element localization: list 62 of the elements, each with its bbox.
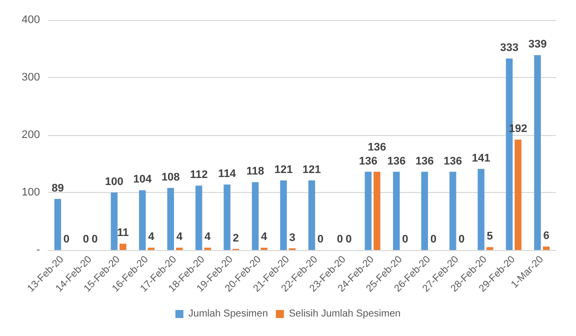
data-label: 112 xyxy=(190,169,208,182)
data-label: 121 xyxy=(274,164,293,176)
data-label: 0 xyxy=(458,234,465,246)
data-label: 89 xyxy=(52,182,64,194)
data-label: 4 xyxy=(148,231,156,244)
bar xyxy=(110,192,118,250)
data-label: 0 xyxy=(82,234,90,246)
data-label: 136 xyxy=(387,155,406,168)
data-label: 121 xyxy=(302,164,321,176)
bar xyxy=(224,184,230,250)
y-tick-label: 100 xyxy=(22,186,40,198)
data-label: 114 xyxy=(218,168,237,180)
data-label: 118 xyxy=(246,166,264,178)
y-tick-label: 300 xyxy=(22,72,40,84)
y-tick-label: 400 xyxy=(22,14,40,26)
data-label: 0 xyxy=(430,234,436,246)
bar xyxy=(534,55,541,250)
data-label: 333 xyxy=(500,42,518,54)
bar xyxy=(478,168,484,250)
bar xyxy=(139,190,146,250)
data-label: 0 xyxy=(63,234,70,246)
bar xyxy=(542,246,550,250)
data-label: 108 xyxy=(161,171,180,184)
bar xyxy=(393,172,400,250)
data-label: 6 xyxy=(543,230,550,242)
bar xyxy=(514,140,522,250)
data-label: 2 xyxy=(232,232,239,244)
data-label: 11 xyxy=(117,227,129,240)
data-label: 136 xyxy=(415,155,434,168)
data-label: 100 xyxy=(104,176,124,188)
legend-label: Selisih Jumlah Spesimen xyxy=(288,308,401,320)
bar xyxy=(449,172,456,250)
data-label: 141 xyxy=(472,152,490,164)
data-label: 136 xyxy=(358,155,378,168)
y-tick-label: 200 xyxy=(22,129,40,141)
data-label: 136 xyxy=(444,155,462,168)
data-label: 0 xyxy=(317,234,324,246)
data-label: 136 xyxy=(368,141,386,154)
data-label: 104 xyxy=(133,174,152,186)
data-label: 0 xyxy=(346,234,352,246)
bar xyxy=(374,172,380,250)
data-label: 0 xyxy=(402,234,408,246)
data-label: 5 xyxy=(486,230,493,243)
data-label: 3 xyxy=(289,232,296,244)
bar xyxy=(308,180,316,250)
bar xyxy=(364,172,372,250)
bar xyxy=(486,247,494,250)
data-label: 0 xyxy=(92,234,98,246)
bar xyxy=(252,182,259,250)
bar xyxy=(54,198,62,250)
y-tick-label: - xyxy=(36,244,40,256)
bar xyxy=(167,188,174,250)
data-label: 4 xyxy=(260,231,268,244)
data-label: 339 xyxy=(528,38,547,51)
bar xyxy=(120,244,126,250)
legend-label: Jumlah Spesimen xyxy=(188,308,268,320)
bar xyxy=(421,172,428,250)
data-label: 4 xyxy=(204,231,212,244)
data-label: 0 xyxy=(336,234,344,246)
bar xyxy=(280,180,287,250)
data-label: 4 xyxy=(176,231,184,244)
bar xyxy=(195,186,202,250)
